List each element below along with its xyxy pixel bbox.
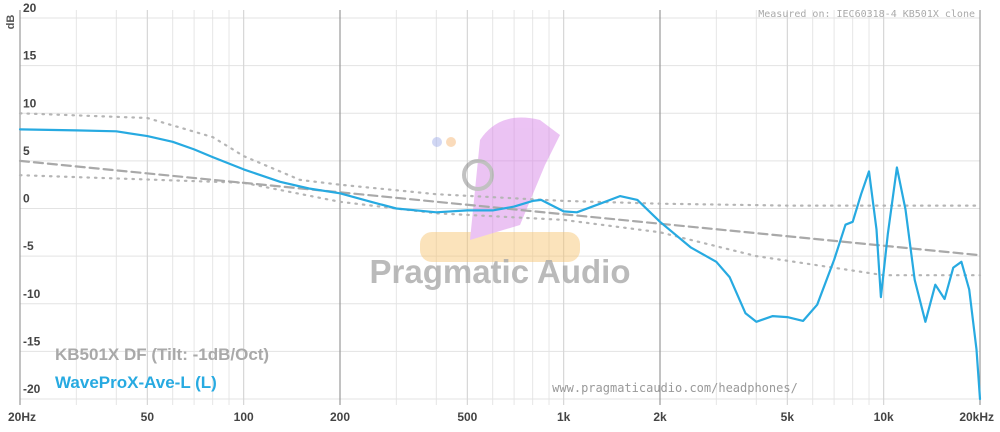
- y-axis-label: dB: [5, 15, 17, 30]
- x-tick-label: 500: [457, 410, 477, 424]
- x-tick-label: 2k: [653, 410, 667, 424]
- y-tick-label: -20: [23, 382, 41, 396]
- y-tick-label: 5: [23, 144, 30, 158]
- x-tick-label: 50: [141, 410, 155, 424]
- y-tick-label: 15: [23, 49, 37, 63]
- series-line: [18, 174, 982, 277]
- x-tick-label: 10k: [874, 410, 894, 424]
- x-tick-label: 5k: [781, 410, 795, 424]
- x-tick-label: 1k: [557, 410, 571, 424]
- logo-head: [470, 117, 560, 240]
- x-tick-label: 20Hz: [8, 410, 36, 424]
- logo: [420, 117, 580, 262]
- y-tick-label: -10: [23, 287, 41, 301]
- y-tick-label: 10: [23, 96, 37, 110]
- x-tick-label: 200: [330, 410, 350, 424]
- legend-entry: WaveProX-Ave-L (L): [55, 373, 217, 392]
- x-tick-label: 100: [234, 410, 254, 424]
- url: www.pragmaticaudio.com/headphones/: [552, 381, 798, 395]
- logo-base: [420, 232, 580, 262]
- logo-dot: [432, 137, 442, 147]
- annotation: Measured on: IEC60318-4 KB501X clone: [758, 9, 975, 20]
- series-line: [18, 112, 982, 207]
- series-line: [18, 128, 982, 401]
- x-tick-label: 20kHz: [959, 410, 994, 424]
- logo-dot: [446, 137, 456, 147]
- y-tick-label: 0: [23, 192, 30, 206]
- y-tick-label: 20: [23, 1, 37, 15]
- legend-entry: KB501X DF (Tilt: -1dB/Oct): [55, 345, 269, 364]
- watermark: Pragmatic Audio: [370, 253, 631, 290]
- y-tick-label: -15: [23, 334, 41, 348]
- y-tick-label: -5: [23, 239, 34, 253]
- logo-ear: [462, 159, 494, 191]
